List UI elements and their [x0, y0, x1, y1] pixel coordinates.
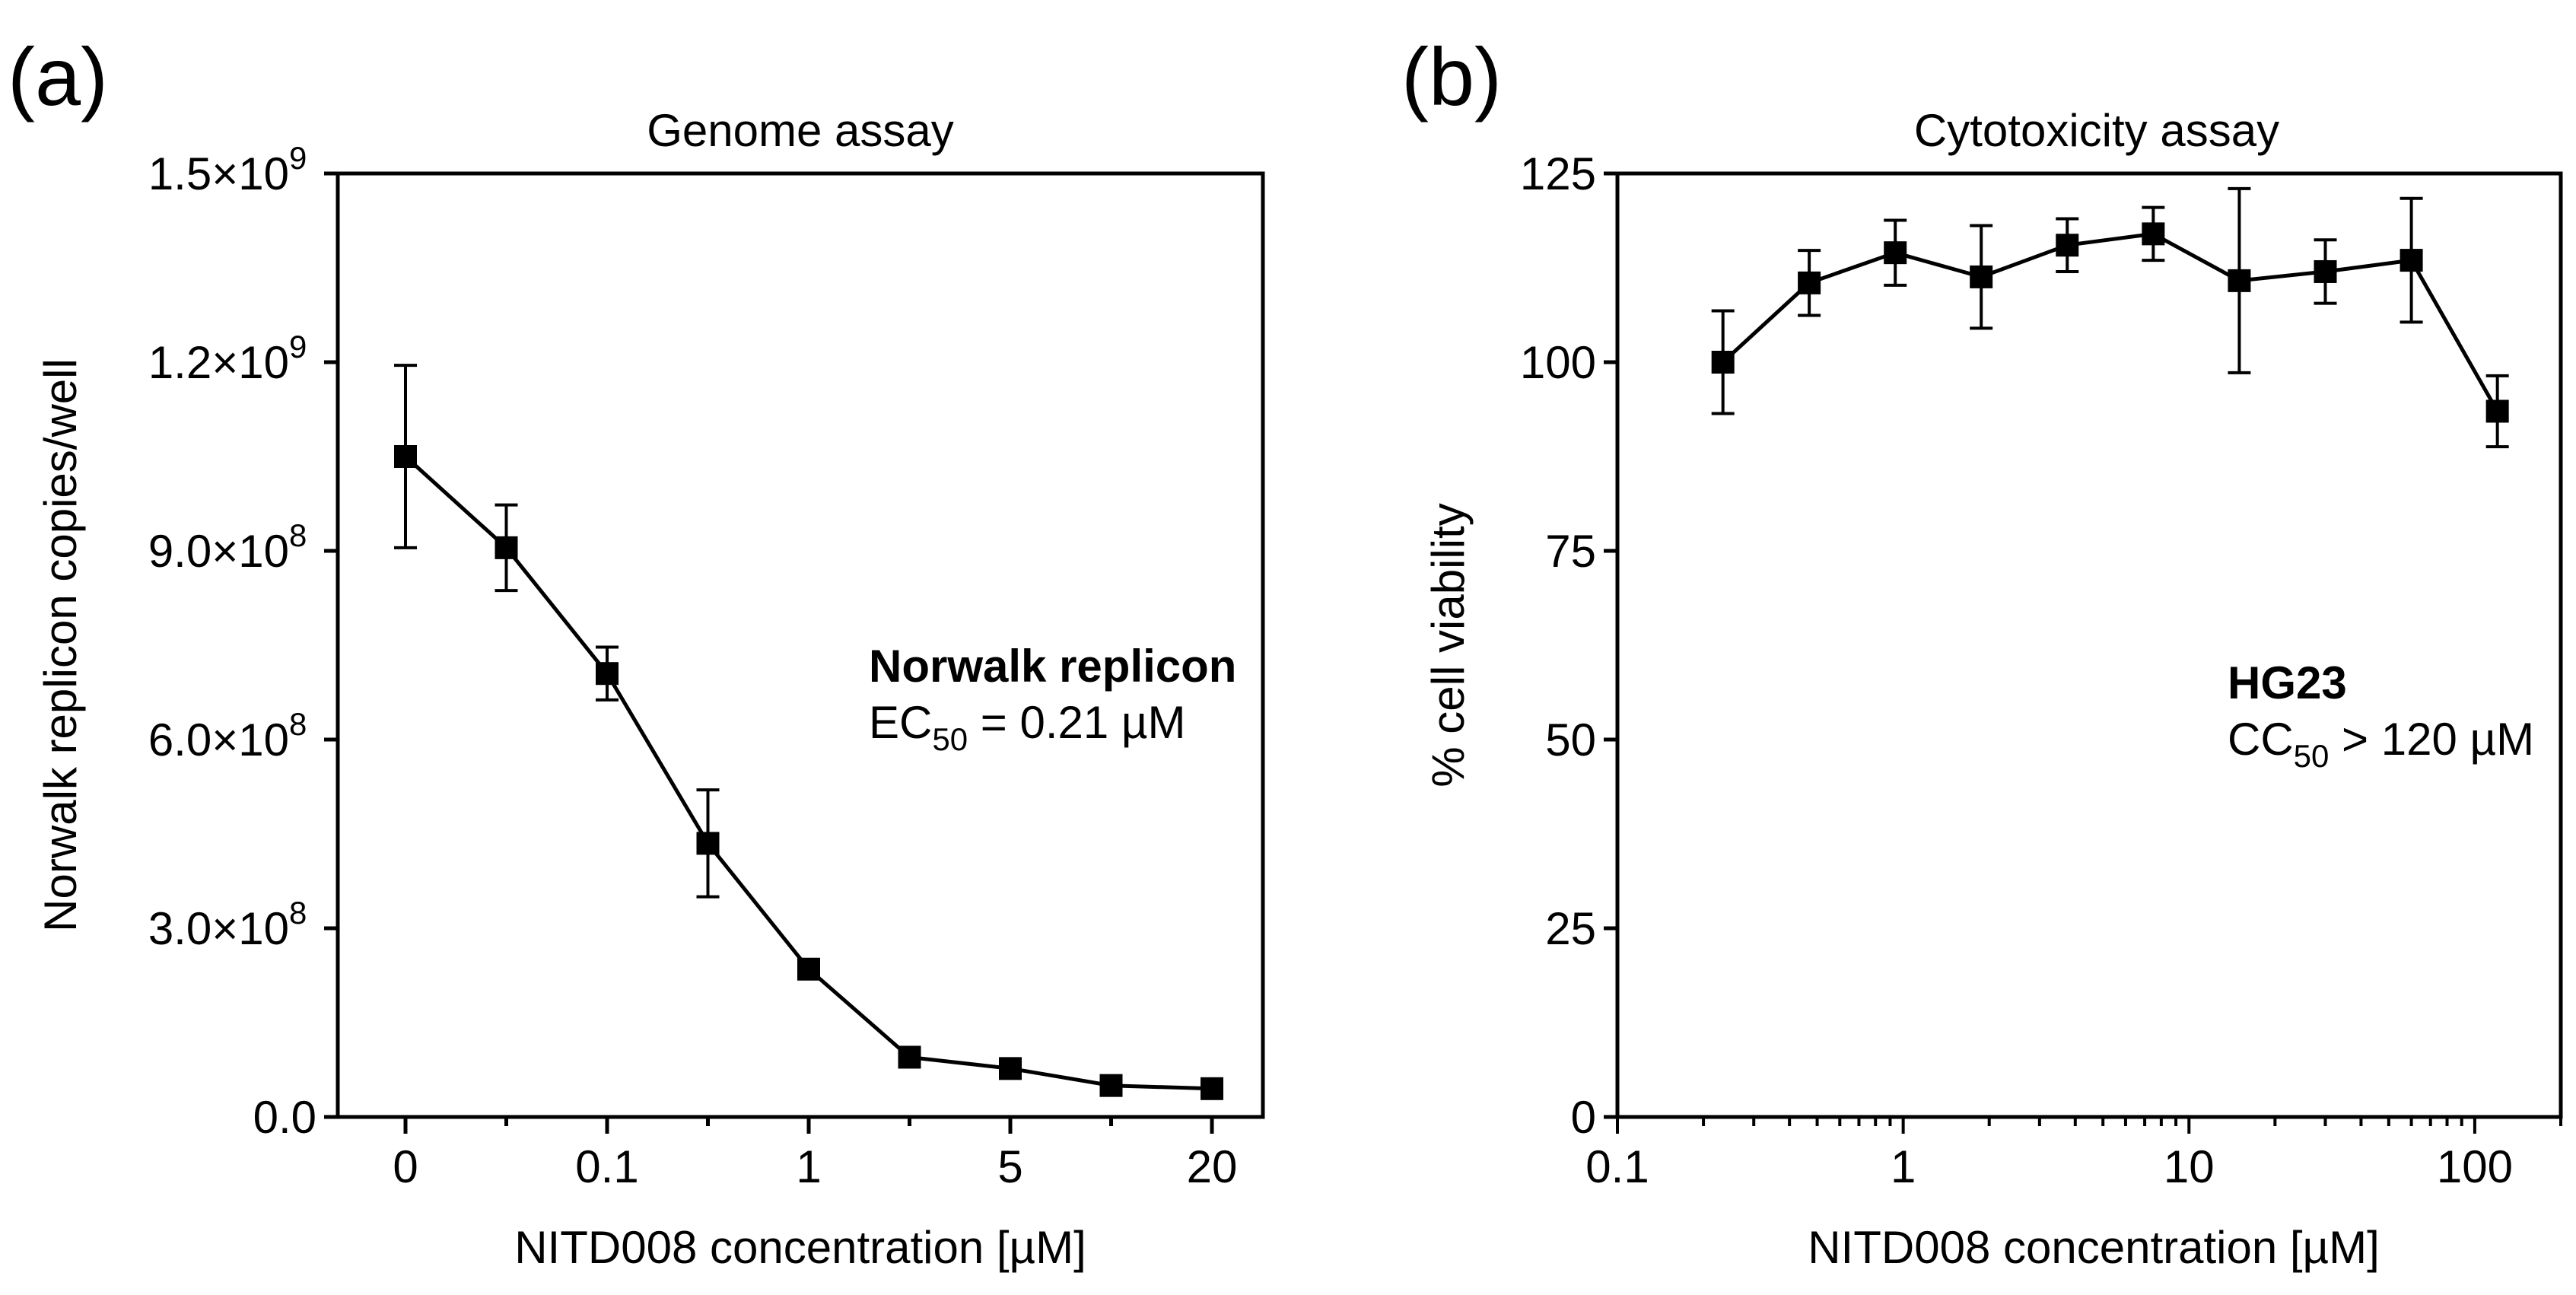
panel-a-y-tick-label-0: 0.0 [253, 1092, 316, 1143]
panel-a-y-tick-exponent-4: 9 [289, 329, 307, 364]
panel-b-data [1711, 186, 2509, 449]
panel-a-data-point-4 [797, 957, 820, 981]
panel-a-data-point-1 [495, 536, 518, 559]
panel-b-data-point-4 [2056, 234, 2079, 257]
panel-a-y-tick-label-4: 1.2×10 [148, 337, 289, 388]
panel-a-y-tick-label-1: 3.0×10 [148, 903, 289, 954]
panel-b-x-tick-label-2: 10 [2164, 1141, 2215, 1192]
panel-a-plot-frame [336, 171, 1265, 1119]
panel-b-y-tick-label-3: 75 [1545, 526, 1596, 577]
panel-a-data-point-0 [394, 445, 417, 468]
panel-b-data-point-0 [1711, 351, 1735, 374]
panel-a-data-point-6 [999, 1057, 1022, 1080]
panel-b-x-tick-label-0: 0.1 [1585, 1141, 1649, 1192]
panel-a-data [394, 364, 1223, 1100]
panel-a-data-point-8 [1201, 1077, 1223, 1100]
panel-b-data-point-2 [1884, 241, 1907, 265]
panel-b-y-axis-label: % cell viability [1423, 503, 1474, 787]
panel-b-data-point-9 [2485, 399, 2509, 423]
panel-b-title: Cytotoxicity assay [1914, 105, 2279, 156]
panel-a-x-tick-label-3: 5 [997, 1141, 1022, 1192]
panel-a-title: Genome assay [647, 105, 954, 156]
panel-a-y-tick-exponent-1: 8 [289, 895, 307, 931]
panel-a-x-tick-label-1: 0.1 [575, 1141, 638, 1192]
panel-b-annotation: HG23 CC50 > 120 µM [2228, 657, 2534, 774]
panel-b-data-point-6 [2228, 269, 2251, 292]
panel-b-data-point-5 [2142, 222, 2165, 246]
panel-b-data-point-7 [2314, 259, 2337, 283]
panel-b-y-tick-label-5: 125 [1520, 148, 1596, 199]
panel-a: (a) Genome assay Norwalk replicon copies… [8, 30, 1265, 1273]
panel-a-y-tick-exponent-2: 8 [289, 706, 307, 742]
panel-b-data-point-8 [2399, 249, 2423, 272]
panel-a-data-point-3 [696, 832, 720, 855]
panel-b-data-point-1 [1798, 271, 1821, 294]
panel-a-annotation-value: EC50 = 0.21 µM [869, 697, 1185, 757]
panel-b: (b) Cytotoxicity assay % cell viability … [1401, 30, 2563, 1273]
panel-b-y-tick-label-4: 100 [1520, 337, 1596, 388]
panel-a-annotation-metric: EC [869, 697, 932, 748]
panel-a-annotation-subscript: 50 [932, 721, 968, 757]
panel-b-data-point-3 [1970, 265, 1993, 288]
panel-b-y-ticks: 0 25 50 75 100 125 [1520, 148, 1617, 1143]
panel-a-x-axis-label: NITD008 concentration [µM] [514, 1222, 1086, 1273]
panel-b-y-tick-label-1: 25 [1545, 903, 1596, 954]
panel-a-x-tick-label-0: 0 [393, 1141, 418, 1192]
panel-b-annotation-result: > 120 µM [2329, 714, 2534, 765]
panel-b-x-tick-label-3: 100 [2437, 1141, 2513, 1192]
panel-a-y-tick-label-5: 1.5×10 [148, 148, 289, 199]
panel-a-y-axis-label: Norwalk replicon copies/well [35, 358, 86, 932]
panel-b-series-line [1722, 231, 2499, 412]
panel-a-y-tick-label-3: 9.0×10 [148, 526, 289, 577]
panel-b-annotation-metric: CC [2228, 714, 2294, 765]
panel-a-label: (a) [8, 30, 108, 123]
panel-b-x-tick-label-1: 1 [1891, 1141, 1916, 1192]
panel-b-annotation-value: CC50 > 120 µM [2228, 714, 2534, 774]
panel-a-data-point-7 [1099, 1074, 1123, 1097]
panel-b-annotation-subscript: 50 [2294, 738, 2330, 774]
panel-b-y-tick-label-0: 0 [1571, 1092, 1596, 1143]
panel-b-x-ticks: 0.1 1 10 100 [1585, 1117, 2562, 1192]
panel-a-x-ticks: 0 0.1 1 5 20 [393, 1117, 1237, 1192]
panel-b-label: (b) [1401, 30, 1502, 123]
panel-a-data-point-5 [898, 1045, 921, 1069]
panel-a-y-tick-label-2: 6.0×10 [148, 714, 289, 765]
panel-a-annotation-result: = 0.21 µM [968, 697, 1185, 748]
panel-b-x-axis-label: NITD008 concentration [µM] [1808, 1222, 2380, 1273]
panel-a-annotation-name: Norwalk replicon [869, 641, 1236, 692]
panel-a-y-ticks: 0.03.0×10 86.0×10 89.0×10 81.2×10 91.5×10 9 [148, 140, 338, 1143]
panel-a-y-tick-exponent-3: 8 [289, 517, 307, 553]
panel-b-plot-frame [1615, 171, 2563, 1119]
panel-a-x-tick-label-2: 1 [796, 1141, 821, 1192]
panel-b-annotation-name: HG23 [2228, 657, 2347, 708]
panel-a-annotation: Norwalk replicon EC50 = 0.21 µM [869, 641, 1236, 757]
panel-a-x-tick-label-4: 20 [1187, 1141, 1238, 1192]
panel-a-y-tick-exponent-5: 9 [289, 140, 307, 176]
panel-a-series-line [404, 455, 1213, 1091]
panel-a-data-point-2 [596, 662, 619, 686]
panel-b-y-tick-label-2: 50 [1545, 714, 1596, 765]
